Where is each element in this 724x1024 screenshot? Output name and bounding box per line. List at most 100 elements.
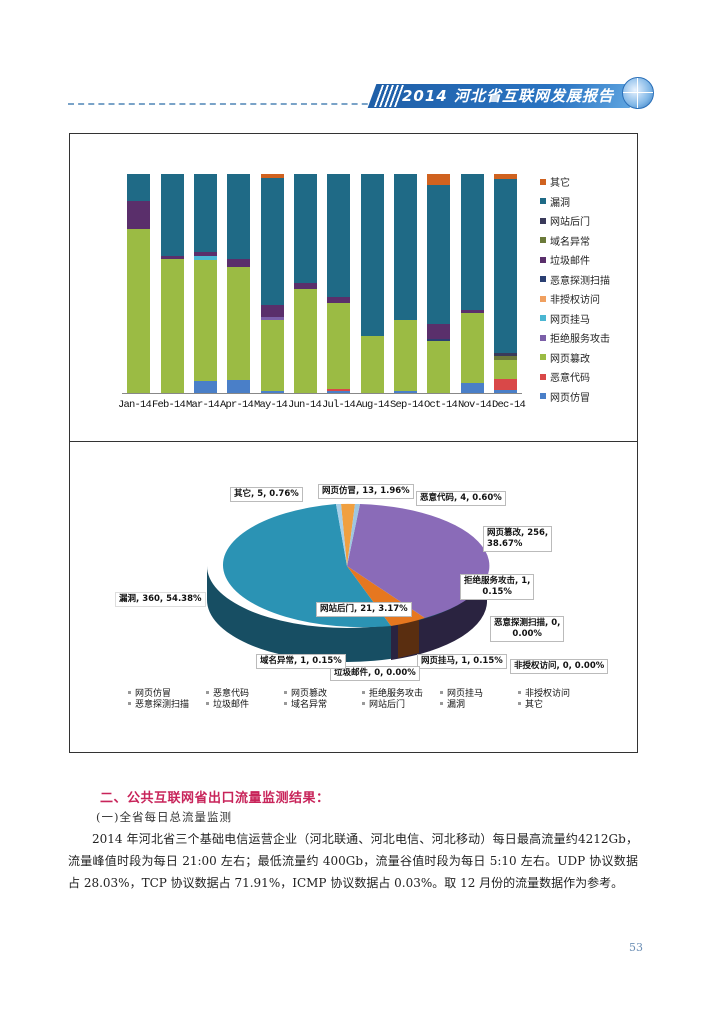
x-label: Dec-14: [492, 399, 526, 411]
bar-Jul-14: [327, 174, 351, 393]
bar-segment: [493, 379, 517, 390]
bar-Aug-14: [360, 174, 384, 393]
legend-swatch: [540, 178, 546, 185]
legend-label: 网站后门: [550, 217, 590, 229]
globe-icon: [622, 77, 654, 109]
pie-label-line: 38.67%: [487, 539, 523, 549]
legend-swatch: [518, 702, 521, 705]
chart-divider: [69, 441, 638, 442]
legend-swatch: [540, 393, 546, 400]
bar-Dec-14: [493, 174, 517, 393]
bar-segment: [360, 174, 384, 336]
legend-label: 非授权访问: [550, 295, 600, 307]
legend-swatch: [440, 691, 443, 694]
x-label: Apr-14: [220, 399, 254, 411]
bar-segment: [260, 174, 284, 179]
pie-label-laji: 垃圾邮件, 0, 0.00%: [330, 666, 420, 681]
bar-segment: [427, 340, 451, 393]
legend-swatch: [284, 691, 287, 694]
subsection-heading: (一)全省每日总流量监测: [96, 810, 232, 824]
body-paragraph: 2014 年河北省三个基础电信运营企业（河北联通、河北电信、河北移动）每日最高流…: [68, 832, 638, 890]
legend-item: 域名异常: [540, 231, 610, 251]
bar-segment: [227, 174, 251, 259]
x-label: Nov-14: [458, 399, 492, 411]
legend-swatch: [518, 691, 521, 694]
pie-label-daima: 恶意代码, 4, 0.60%: [416, 491, 506, 506]
bar-segment: [327, 388, 351, 391]
bar-segment: [493, 355, 517, 360]
legend-swatch: [540, 354, 546, 361]
bar-segment: [160, 258, 184, 393]
legend-item: 网页挂马: [540, 309, 610, 329]
chart-frame: [69, 133, 638, 753]
legend-label: 非授权访问: [525, 689, 571, 699]
bar-segment: [493, 178, 517, 353]
bar-segment: [427, 338, 451, 341]
bar-segment: [127, 174, 151, 202]
x-axis: [122, 393, 522, 394]
bar-segment: [193, 381, 217, 393]
legend-label: 网页挂马: [447, 689, 484, 699]
pie-chart-legend: 网页仿冒 恶意代码 网页篡改 拒绝服务攻击 网页挂马 非授权访问 恶意探测扫描 …: [128, 687, 628, 710]
legend-label: 其它: [525, 700, 544, 710]
legend-label: 恶意探测扫描: [135, 700, 190, 710]
legend-swatch: [540, 295, 546, 302]
bar-segment: [493, 389, 517, 393]
legend-item: 其它: [518, 698, 596, 710]
legend-swatch: [540, 334, 546, 341]
pie-label-line: 网页篡改, 256,: [487, 528, 549, 538]
bar-segment: [193, 255, 217, 260]
stacked-bar-chart: [122, 174, 522, 393]
legend-item: 恶意探测扫描: [128, 698, 206, 710]
bar-segment: [393, 174, 417, 320]
pie-label-line: 拒绝服务攻击, 1,: [464, 576, 531, 586]
bar-Mar-14: [193, 174, 217, 393]
bar-segment: [427, 174, 451, 186]
bar-segment: [227, 266, 251, 381]
pie-slice-fangmao: [341, 503, 355, 566]
pie-label-fangmao: 网页仿冒, 13, 1.96%: [318, 484, 414, 499]
pie-slice-daima: [347, 503, 360, 566]
x-label: Jul-14: [322, 399, 356, 411]
bar-Nov-14: [460, 174, 484, 393]
pie-label-tance: 恶意探测扫描, 0, 0.00%: [490, 616, 565, 642]
pie-label-qita: 其它, 5, 0.76%: [230, 487, 303, 502]
bar-Oct-14: [427, 174, 451, 393]
legend-label: 网页篡改: [291, 689, 328, 699]
bar-segment: [327, 174, 351, 297]
pie-slice-loudong: [222, 504, 391, 628]
bar-segment: [260, 320, 284, 391]
bar-Feb-14: [160, 174, 184, 393]
bar-segment: [493, 359, 517, 379]
legend-label: 漏洞: [550, 197, 570, 209]
legend-item: 网页篡改: [284, 687, 362, 699]
legend-label: 垃圾邮件: [550, 256, 590, 268]
bar-segment: [427, 185, 451, 325]
pie-label-cuangai: 网页篡改, 256, 38.67%: [483, 526, 553, 552]
x-label: Mar-14: [186, 399, 220, 411]
bar-segment: [160, 255, 184, 259]
legend-swatch: [540, 237, 546, 244]
bar-segment: [160, 174, 184, 256]
bar-May-14: [260, 174, 284, 393]
bar-segment: [227, 258, 251, 267]
bar-segment: [460, 174, 484, 311]
x-axis-labels: Jan-14 Feb-14 Mar-14 Apr-14 May-14 Jun-1…: [118, 399, 528, 411]
header-dashed-rule: [68, 103, 388, 105]
legend-label: 漏洞: [447, 700, 466, 710]
legend-label: 域名异常: [291, 700, 328, 710]
legend-item: 网页仿冒: [540, 387, 610, 407]
legend-label: 拒绝服务攻击: [550, 334, 610, 346]
page-number: 53: [629, 941, 643, 954]
x-label: May-14: [254, 399, 288, 411]
legend-item: 恶意代码: [206, 687, 284, 699]
legend-item: 恶意代码: [540, 367, 610, 387]
bar-segment: [460, 382, 484, 393]
legend-item: 网页篡改: [540, 348, 610, 368]
pie-label-feishouquan: 非授权访问, 0, 0.00%: [510, 659, 609, 674]
pie-label-houmen: 网站后门, 21, 3.17%: [316, 602, 412, 617]
bar-segment: [260, 316, 284, 321]
bar-segment: [260, 305, 284, 317]
bar-segment: [193, 259, 217, 382]
report-title: 2014 河北省互联网发展报告: [402, 87, 614, 105]
